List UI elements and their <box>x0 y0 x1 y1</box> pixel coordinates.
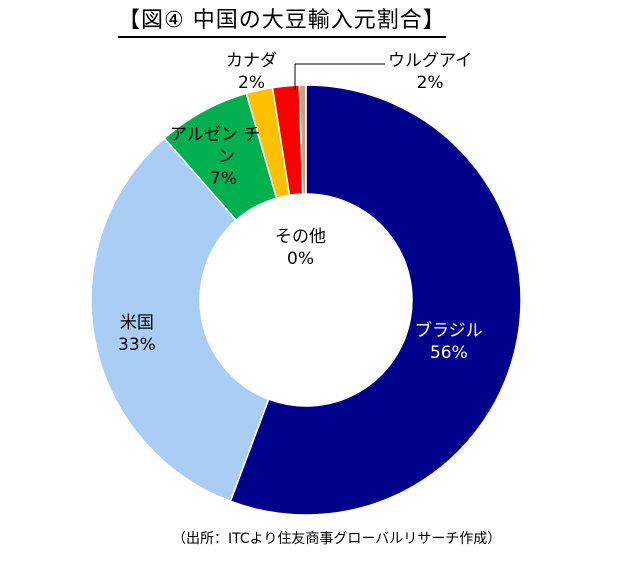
slice-usa <box>90 137 270 503</box>
data-label-uruguay: ウルグアイ 2% <box>388 50 472 94</box>
label-canada-value: 2% <box>238 73 265 93</box>
data-label-argentina: アルゼン チ ン 7% <box>170 124 260 190</box>
label-usa-value: 33% <box>118 335 156 355</box>
label-argentina-value: 7% <box>210 169 237 189</box>
slice-other <box>298 84 307 195</box>
chart-title: 【図④ 中国の大豆輸入元割合】 <box>118 6 446 38</box>
label-brazil-value: 56% <box>429 343 468 363</box>
label-argentina-name-cont: ン <box>218 147 235 167</box>
label-other-name: その他 <box>275 227 326 247</box>
label-argentina-name: アルゼン チ <box>170 125 261 145</box>
data-label-brazil: ブラジル 56% <box>415 320 483 364</box>
slice-brazil <box>229 84 522 516</box>
source-note: （出所：ITCより住友商事グローバルリサーチ作成） <box>172 531 502 547</box>
label-brazil-name: ブラジル <box>415 321 483 341</box>
data-label-canada: カナダ 2% <box>226 50 277 94</box>
label-usa-name: 米国 <box>119 313 154 333</box>
data-label-other: その他 0% <box>275 226 326 270</box>
label-other-value: 0% <box>287 249 314 269</box>
label-uruguay-value: 2% <box>416 73 444 93</box>
label-canada-name: カナダ <box>226 51 277 71</box>
label-uruguay-name: ウルグアイ <box>388 51 473 71</box>
data-label-usa: 米国 33% <box>118 312 156 356</box>
